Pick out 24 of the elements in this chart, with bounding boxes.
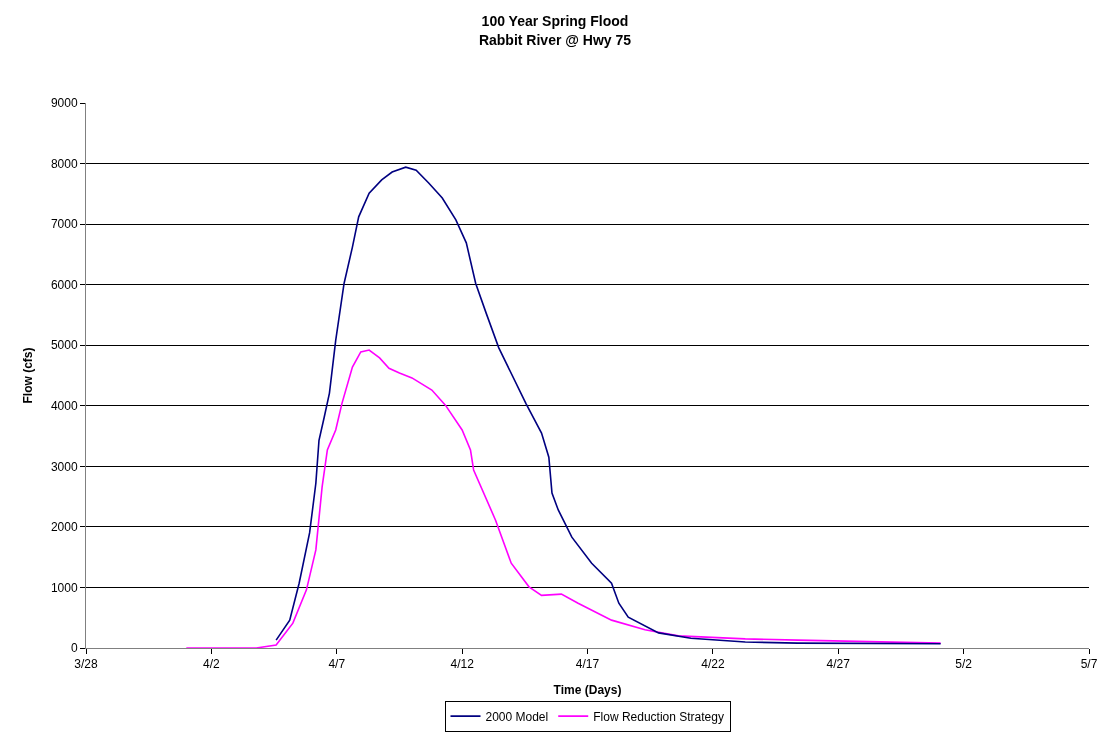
- x-tick-label: 3/28: [74, 657, 98, 672]
- y-tick-label: 9000: [50, 96, 78, 111]
- x-tick-label: 4/2: [203, 657, 221, 672]
- y-tick-label: 6000: [50, 277, 78, 292]
- x-tick-label: 5/7: [1080, 657, 1098, 672]
- x-tick-label: 4/17: [575, 657, 600, 672]
- legend-label: 2000 Model: [485, 709, 549, 724]
- y-tick-label: 3000: [50, 459, 78, 474]
- x-tick-label: 5/2: [955, 657, 973, 672]
- legend-label: Flow Reduction Strategy: [593, 709, 724, 724]
- y-tick-label: 7000: [50, 217, 78, 232]
- y-tick-label: 1000: [50, 580, 78, 595]
- y-tick-label: 4000: [50, 398, 78, 413]
- x-tick-label: 4/12: [450, 657, 475, 672]
- x-axis-title: Time (Days): [553, 683, 622, 698]
- x-tick-label: 4/27: [826, 657, 851, 672]
- y-tick-label: 0: [70, 641, 78, 656]
- y-tick-label: 2000: [50, 520, 78, 535]
- chart-title: 100 Year Spring Flood Rabbit River @ Hwy 75: [478, 13, 632, 48]
- x-tick-label: 4/22: [701, 657, 725, 672]
- x-tick-label: 4/7: [328, 657, 346, 672]
- y-tick-label: 8000: [50, 156, 78, 171]
- y-axis-title: Flow (cfs): [21, 347, 36, 404]
- y-tick-label: 5000: [50, 338, 78, 353]
